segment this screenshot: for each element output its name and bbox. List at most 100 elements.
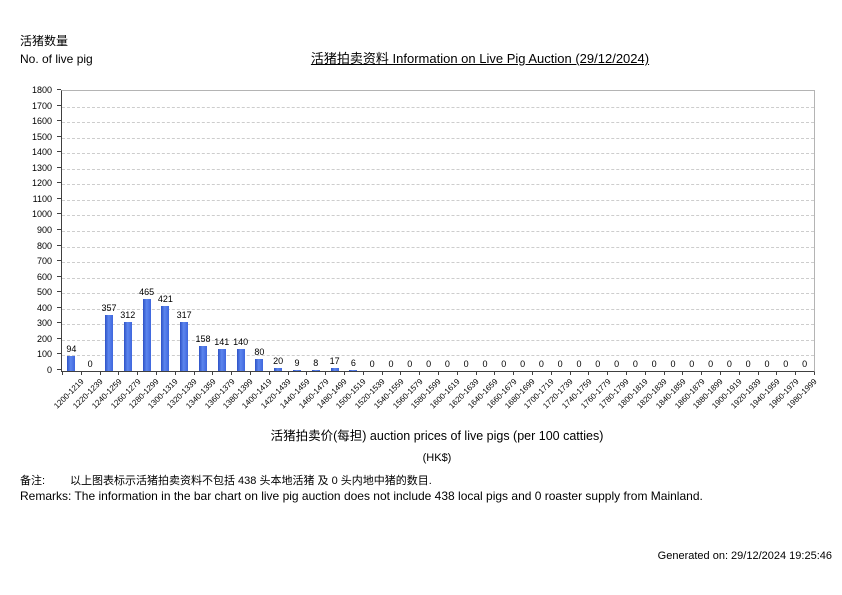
bar-value-label: 0 — [632, 359, 638, 369]
bar-1280-1299 — [142, 299, 151, 371]
x-tick — [137, 372, 139, 375]
gridline — [62, 168, 814, 170]
bar-1440-1459 — [293, 370, 301, 371]
bar-value-label: 0 — [557, 359, 563, 369]
bar-1200-1219 — [67, 356, 76, 371]
bar-value-label: 0 — [708, 359, 714, 369]
y-tick-label: 200 — [36, 333, 52, 344]
bar-value-label: 8 — [313, 358, 319, 368]
y-tick-label: 600 — [36, 271, 52, 282]
x-tick — [156, 372, 157, 375]
y-tick — [57, 229, 61, 230]
x-tick — [663, 372, 665, 375]
y-tick-label: 1500 — [31, 131, 52, 142]
bar-value-label: 357 — [101, 303, 117, 313]
x-tick — [212, 372, 214, 375]
remark-cn-label: 备注: — [20, 475, 46, 487]
generated-timestamp: Generated on: 29/12/2024 19:25:46 — [657, 550, 832, 562]
bar-value-label: 0 — [595, 359, 601, 369]
bar-value-label: 0 — [576, 359, 582, 369]
y-axis-unit-label: 活猪数量 No. of live pig — [20, 32, 93, 68]
y-tick-label: 400 — [36, 302, 52, 313]
bar-value-label: 0 — [670, 359, 676, 369]
y-tick-label: 0 — [46, 365, 52, 375]
bar-1500-1519 — [349, 370, 358, 371]
gridline — [62, 293, 814, 295]
x-tick — [720, 372, 721, 375]
y-tick-label: 1700 — [31, 100, 52, 111]
x-tick — [532, 372, 533, 375]
y-tick — [57, 151, 61, 153]
x-tick — [738, 372, 740, 375]
gridline — [62, 231, 814, 232]
bar-value-label: 17 — [329, 356, 340, 366]
x-tick — [682, 372, 684, 375]
remarks: 备注: 以上图表标示活猪拍卖资料不包括 438 头本地活猪 及 0 头内地中猪的数… — [20, 474, 703, 504]
y-tick-label: 1600 — [31, 116, 52, 127]
x-tick — [80, 372, 82, 375]
y-tick — [57, 275, 61, 277]
x-tick — [814, 372, 815, 375]
y-tick — [57, 260, 61, 262]
bar-1380-1399 — [236, 349, 245, 371]
bar-1400-1419 — [255, 359, 264, 371]
remark-cn: 备注: 以上图表标示活猪拍卖资料不包括 438 头本地活猪 及 0 头内地中猪的数… — [20, 474, 703, 489]
x-tick — [62, 372, 63, 375]
x-tick — [118, 372, 120, 375]
bar-value-label: 0 — [501, 359, 507, 369]
x-tick — [626, 372, 627, 375]
y-axis: 0 100 200 300 400 500 600 700 800 900 1000 1100 1200… — [0, 85, 61, 375]
bar-1480-1499 — [330, 368, 339, 371]
y-tick-label: 500 — [36, 287, 52, 298]
gridline — [62, 199, 814, 201]
x-tick — [475, 372, 477, 375]
y-tick-label: 1300 — [31, 162, 52, 173]
bar-1300-1319 — [161, 306, 170, 371]
y-tick-label: 100 — [36, 349, 52, 360]
y-tick — [57, 104, 61, 106]
y-tick — [57, 213, 61, 215]
bar-value-label: 317 — [176, 310, 192, 320]
bar-value-label: 140 — [233, 337, 249, 347]
bar-value-label: 0 — [689, 359, 695, 369]
x-tick — [193, 372, 195, 375]
y-tick-label: 1400 — [31, 147, 52, 158]
chart-title: 活猪拍卖资料 Information on Live Pig Auction (… — [310, 51, 650, 66]
gridline — [62, 122, 814, 124]
y-tick-label: 900 — [36, 225, 52, 235]
gridline — [62, 277, 814, 279]
y-tick-label: 1800 — [31, 85, 52, 95]
x-tick — [456, 372, 458, 375]
y-tick — [57, 244, 61, 246]
y-tick-label: 1000 — [31, 209, 52, 220]
x-tick — [776, 372, 778, 375]
plot-area: 94 0 357 312 465 421 317 158 141 140 80 20 9 8 17 6 0 0 0 0… — [61, 90, 815, 375]
x-tick — [419, 372, 421, 375]
bar-value-label: 0 — [369, 359, 375, 369]
x-tick — [513, 372, 515, 375]
x-tick — [268, 372, 270, 375]
y-tick — [57, 89, 61, 90]
bar-1240-1259 — [105, 315, 113, 371]
bar-value-label: 158 — [195, 334, 211, 344]
y-tick — [57, 120, 61, 122]
bar-value-label: 0 — [651, 359, 657, 369]
bar-value-label: 0 — [802, 359, 808, 369]
bar-value-label: 465 — [139, 287, 155, 297]
bar-value-label: 0 — [482, 359, 488, 369]
x-tick — [174, 372, 176, 375]
x-axis-title: 活猪拍卖价(每担) auction prices of live pigs (p… — [270, 429, 604, 443]
bar-value-label: 94 — [66, 344, 77, 354]
gridline — [62, 215, 814, 217]
bar-value-label: 0 — [538, 359, 544, 369]
x-tick — [400, 372, 402, 375]
remark-cn-text: 以上图表标示活猪拍卖资料不包括 438 头本地活猪 及 0 头内地中猪的数目. — [70, 475, 432, 487]
bar-1360-1379 — [217, 349, 226, 371]
gridline — [62, 324, 814, 326]
bar-value-label: 0 — [444, 359, 450, 369]
bar-value-label: 0 — [407, 359, 413, 369]
gridline — [62, 262, 814, 264]
remark-en: Remarks: The information in the bar char… — [20, 489, 703, 503]
x-tick — [550, 372, 552, 375]
bar-value-label: 0 — [745, 359, 751, 369]
